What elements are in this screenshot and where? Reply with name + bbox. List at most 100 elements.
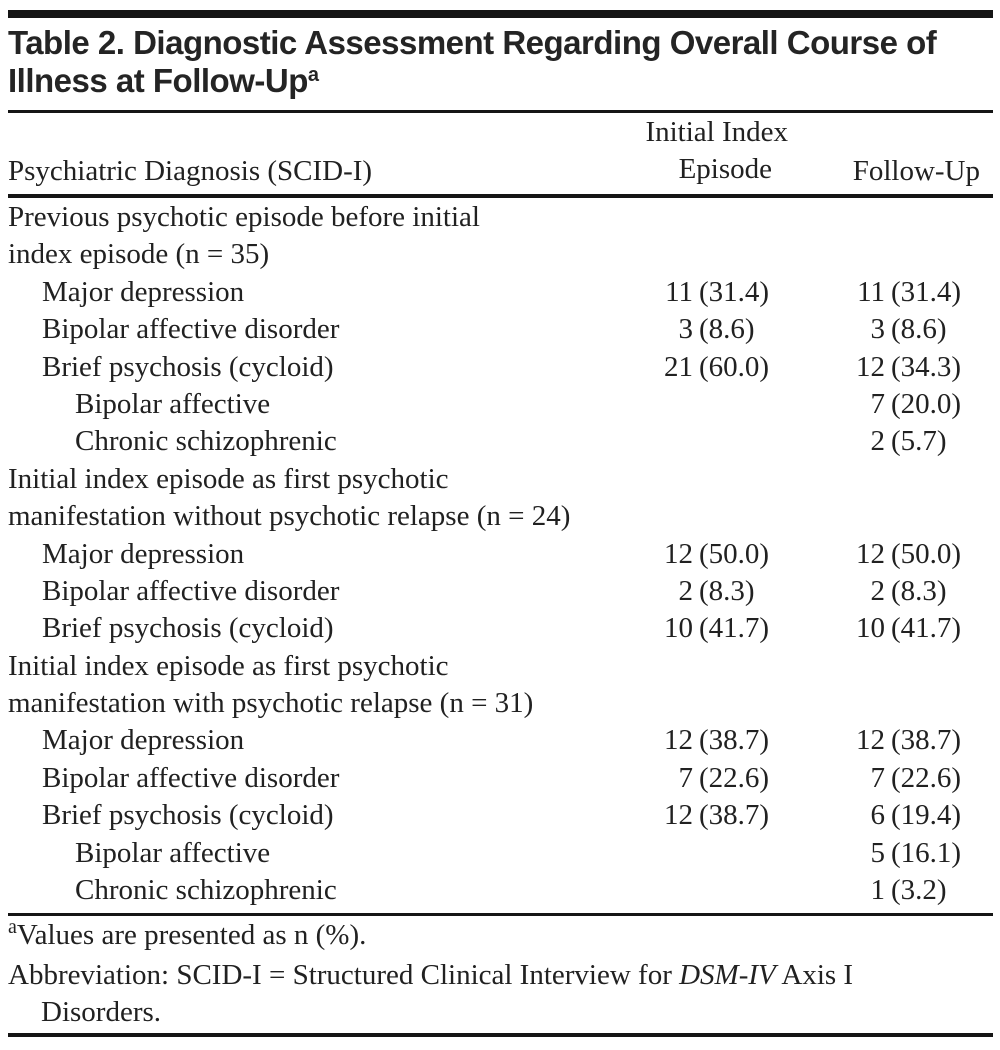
followup-percent: [885, 648, 985, 685]
table-title: Table 2. Diagnostic Assessment Regarding…: [8, 24, 993, 105]
abbreviation-italic-dsm: DSM-IV: [679, 959, 776, 991]
followup-count: 7: [870, 761, 886, 794]
footnotes: aValues are presented as n (%). Abbrevia…: [8, 916, 993, 1031]
initial-episode-percent: [693, 461, 790, 498]
followup-percent: (20.0): [891, 387, 962, 420]
table-title-line1: Table 2. Diagnostic Assessment Regarding…: [8, 24, 937, 61]
initial-episode-percent: (50.0): [699, 537, 770, 570]
followup-percent: (38.7): [891, 724, 962, 757]
initial-episode-percent: [693, 423, 790, 460]
row-label: Brief psychosis (cycloid): [42, 799, 334, 832]
followup-count: 10: [856, 612, 885, 645]
initial-episode-percent: (8.6): [699, 313, 755, 346]
initial-episode-count: [598, 835, 693, 872]
followup-count: [790, 199, 885, 236]
column-header-diagnosis: Psychiatric Diagnosis (SCID-I): [8, 155, 373, 187]
initial-episode-count: 12: [664, 724, 693, 757]
followup-count: [790, 461, 885, 498]
followup-percent: (8.3): [891, 574, 947, 607]
row-label: Major depression: [42, 724, 245, 757]
initial-episode-count: [598, 423, 693, 460]
followup-count: [790, 236, 885, 273]
initial-episode-count: [598, 386, 693, 423]
column-header-initial-index-episode: Initial Index Episode: [598, 114, 790, 190]
table-title-line2: Illness at Follow-Upa: [8, 62, 993, 105]
row-label: Brief psychosis (cycloid): [42, 612, 334, 645]
row-label: manifestation without psychotic relapse …: [8, 500, 571, 533]
followup-count: 12: [856, 537, 885, 570]
initial-episode-percent: (60.0): [699, 350, 770, 383]
followup-percent: (16.1): [891, 836, 962, 869]
initial-episode-count: [598, 199, 693, 236]
initial-episode-count: 12: [664, 537, 693, 570]
followup-percent: [885, 461, 985, 498]
initial-episode-percent: [693, 685, 790, 722]
footnote-abbreviation-line1: Abbreviation: SCID-I = Structured Clinic…: [8, 957, 993, 994]
followup-percent: (31.4): [891, 275, 962, 308]
initial-episode-percent: (41.7): [699, 612, 770, 645]
followup-percent: (41.7): [891, 612, 962, 645]
followup-count: 5: [870, 836, 886, 869]
followup-percent: (3.2): [891, 874, 947, 907]
initial-episode-count: [598, 648, 693, 685]
rule-under-header: [8, 194, 993, 198]
initial-episode-percent: (38.7): [699, 799, 770, 832]
followup-count: [790, 648, 885, 685]
initial-episode-percent: [693, 648, 790, 685]
followup-percent: (50.0): [891, 537, 962, 570]
followup-percent: (34.3): [891, 350, 962, 383]
row-label: Initial index episode as first psychotic: [8, 462, 449, 495]
footnote-a-text: Values are presented as n (%).: [16, 919, 367, 951]
row-label: Bipolar affective disorder: [42, 761, 340, 794]
table-title-line2-text: Illness at Follow-Up: [8, 62, 308, 99]
followup-count: 2: [870, 574, 886, 607]
column-header-followup: Follow-Up: [852, 155, 980, 187]
row-label: Chronic schizophrenic: [75, 874, 337, 907]
column-header-initial-line1: Initial Index: [645, 116, 788, 148]
followup-percent: (5.7): [891, 425, 947, 458]
top-thick-rule: [8, 10, 993, 18]
initial-episode-percent: [693, 835, 790, 872]
followup-count: 12: [856, 724, 885, 757]
initial-episode-count: 12: [664, 799, 693, 832]
followup-count: 3: [870, 313, 886, 346]
followup-percent: (8.6): [891, 313, 947, 346]
row-label: Bipolar affective: [75, 836, 271, 869]
initial-episode-count: [598, 685, 693, 722]
initial-episode-count: 2: [678, 574, 694, 607]
table-body: Previous psychotic episode before initia…: [8, 199, 985, 909]
initial-episode-percent: [693, 199, 790, 236]
bottom-rule: [8, 1033, 993, 1037]
row-label: index episode (n = 35): [8, 238, 270, 271]
row-label: Major depression: [42, 275, 245, 308]
initial-episode-count: [598, 872, 693, 909]
followup-percent: (22.6): [891, 761, 962, 794]
initial-episode-count: 3: [678, 313, 694, 346]
row-label: Brief psychosis (cycloid): [42, 350, 334, 383]
abbreviation-post: Axis I: [775, 959, 854, 991]
followup-count: 1: [870, 874, 886, 907]
initial-episode-count: 21: [664, 350, 693, 383]
initial-episode-percent: [693, 236, 790, 273]
column-header-initial-line2: Episode: [678, 153, 772, 185]
footnote-abbreviation-line2: Disorders.: [41, 996, 162, 1028]
initial-episode-percent: [693, 498, 790, 535]
row-label: Initial index episode as first psychotic: [8, 649, 449, 682]
rule-under-title: [8, 110, 993, 113]
initial-episode-percent: [693, 386, 790, 423]
followup-count: 12: [856, 350, 885, 383]
followup-count: 7: [870, 387, 886, 420]
followup-count: 6: [870, 799, 886, 832]
initial-episode-percent: [693, 872, 790, 909]
initial-episode-count: [598, 461, 693, 498]
followup-percent: (19.4): [891, 799, 962, 832]
abbreviation-pre: Abbreviation: SCID-I = Structured Clinic…: [8, 959, 680, 991]
followup-percent: [885, 498, 985, 535]
followup-count: 11: [857, 275, 885, 308]
title-footnote-marker: a: [307, 64, 319, 86]
followup-count: [790, 685, 885, 722]
followup-percent: [885, 685, 985, 722]
followup-count: [790, 498, 885, 535]
initial-episode-count: 10: [664, 612, 693, 645]
column-header-row: Psychiatric Diagnosis (SCID-I) Initial I…: [8, 114, 985, 190]
